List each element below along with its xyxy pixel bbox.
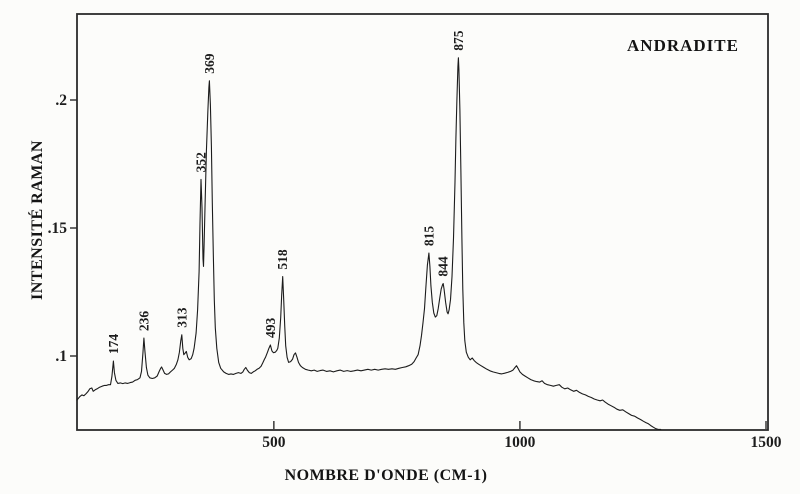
x-tick-label: 1000 — [504, 434, 535, 451]
peak-label-174: 174 — [106, 334, 121, 355]
x-tick-label: 500 — [262, 434, 286, 451]
peak-label-815: 815 — [421, 226, 436, 247]
peak-label-844: 844 — [436, 256, 451, 277]
peak-label-313: 313 — [174, 307, 189, 328]
x-tick-label: 1500 — [751, 434, 782, 451]
spectrum-trace — [76, 57, 662, 430]
peak-label-352: 352 — [194, 152, 209, 173]
x-axis-title: NOMBRE D'ONDE (CM-1) — [284, 467, 488, 484]
y-tick-label: .15 — [48, 220, 68, 237]
peak-label-875: 875 — [451, 30, 466, 51]
y-tick-label: .1 — [55, 348, 67, 365]
chart-title: ANDRADITE — [627, 36, 739, 55]
peak-label-369: 369 — [202, 53, 217, 74]
y-tick-label: .2 — [55, 92, 67, 109]
peak-label-493: 493 — [263, 317, 278, 338]
peak-label-236: 236 — [136, 311, 151, 332]
plot-frame — [76, 13, 769, 431]
peak-label-518: 518 — [275, 249, 290, 270]
